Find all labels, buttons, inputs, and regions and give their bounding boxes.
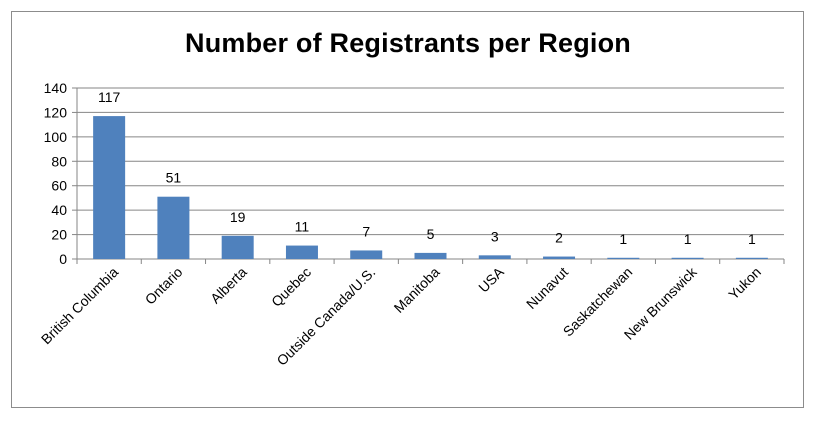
chart-title: Number of Registrants per Region — [185, 28, 631, 58]
y-tick-label: 100 — [44, 129, 68, 145]
bar — [478, 255, 511, 259]
data-label: 1 — [748, 231, 756, 247]
data-label: 51 — [166, 170, 182, 186]
gridlines — [77, 87, 784, 236]
data-label: 2 — [555, 230, 563, 246]
x-category-labels: British Columbia Ontario Alberta QuebecOuts… — [38, 263, 764, 369]
y-tick-label: 60 — [51, 178, 67, 194]
data-label: 7 — [362, 223, 370, 239]
bar — [157, 196, 190, 259]
bar — [350, 250, 383, 259]
x-category-label: British Columbia — [38, 264, 122, 348]
x-category-label: Manitoba — [391, 264, 443, 316]
y-tick-label: 40 — [51, 202, 67, 218]
bar — [93, 116, 126, 259]
y-tick-label: 20 — [51, 227, 67, 243]
x-category-label: Nunavut — [523, 264, 571, 312]
y-tick-label: 120 — [44, 104, 68, 120]
bar — [607, 257, 640, 259]
data-label: 11 — [295, 219, 310, 235]
x-category-label: Ontario — [142, 264, 186, 308]
data-label: 19 — [230, 209, 246, 225]
bar — [671, 257, 704, 259]
y-tick-label: 0 — [59, 251, 67, 267]
x-category-label: Alberta — [207, 264, 250, 307]
bar — [543, 256, 576, 259]
y-tick-label: 80 — [51, 153, 67, 169]
data-label: 117 — [98, 89, 121, 105]
bars — [93, 116, 768, 259]
bar — [221, 235, 254, 259]
data-label: 3 — [491, 228, 499, 244]
x-category-label: USA — [475, 263, 507, 295]
x-category-label: Yukon — [725, 264, 764, 303]
data-label: 1 — [684, 231, 692, 247]
data-label: 5 — [427, 226, 435, 242]
data-label: 1 — [619, 231, 627, 247]
y-tick-labels: 0 20 40 60 80 100 120 140 — [44, 80, 68, 267]
x-category-label: Quebec — [268, 264, 314, 310]
bar — [414, 252, 447, 259]
bar — [735, 257, 768, 259]
bar — [285, 245, 318, 259]
chart-frame — [11, 11, 804, 408]
y-tick-label: 140 — [44, 80, 68, 96]
